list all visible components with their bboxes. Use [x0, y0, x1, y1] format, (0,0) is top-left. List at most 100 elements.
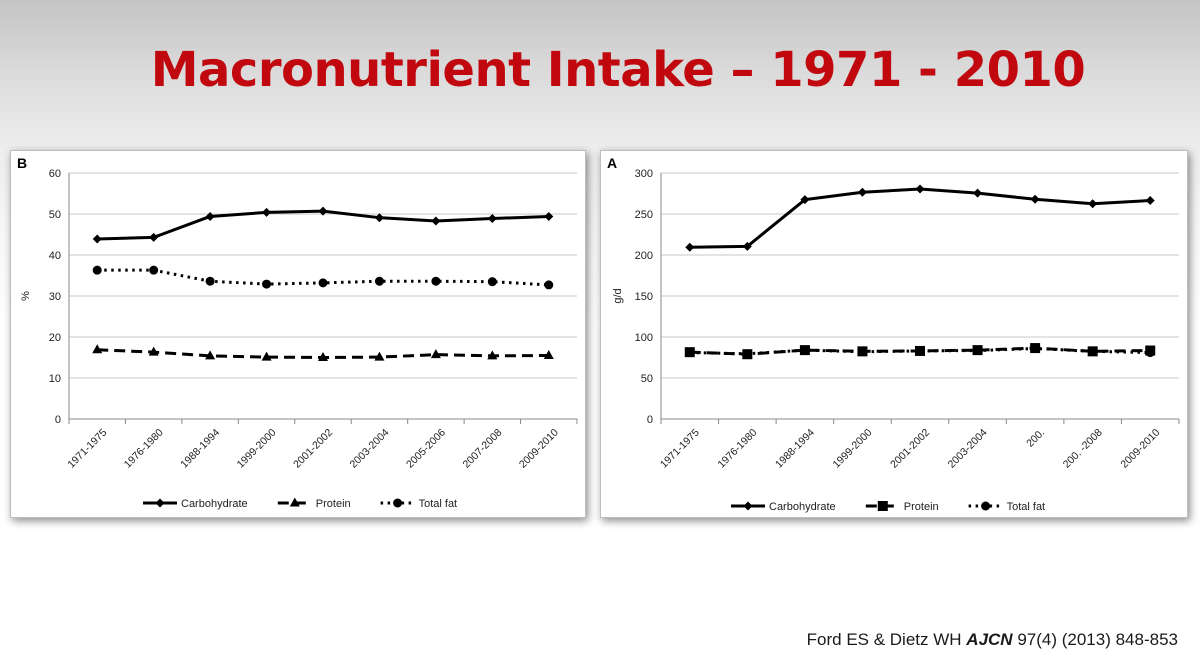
chart-a-x-tick-label: 200. — [1024, 427, 1047, 450]
chart-b-x-tick-label: 1988-1994 — [178, 427, 222, 471]
chart-b-point-total-fat — [544, 280, 554, 290]
chart-b-y-tick-label: 30 — [49, 291, 61, 303]
chart-b-point-total-fat — [262, 279, 272, 289]
citation-authors: Ford ES & Dietz WH — [806, 630, 962, 649]
chart-a-point-carbohydrate — [1088, 199, 1098, 209]
chart-b-x-tick-label: 2009-2010 — [517, 427, 561, 471]
chart-b-y-tick-label: 50 — [49, 209, 61, 221]
chart-a-legend-label-carbohydrate: Carbohydrate — [769, 501, 836, 513]
chart-a-svg: 0 50 100 150 200 250 300 g/d 1971-1975 1976-1980 1… — [612, 168, 1180, 513]
chart-a-point-carbohydrate — [973, 188, 983, 198]
chart-b-point-total-fat — [205, 276, 215, 286]
chart-a-point-carbohydrate — [685, 242, 695, 252]
chart-b-x-tick-label: 2007-2008 — [460, 427, 504, 471]
chart-a-x-tick-label: 200. -2008 — [1061, 427, 1105, 471]
chart-b-x-tick-label: 2001-2002 — [291, 427, 335, 471]
chart-b-point-carbohydrate — [544, 211, 554, 221]
chart-b-point-carbohydrate — [149, 232, 159, 242]
chart-b-point-total-fat — [92, 265, 102, 275]
chart-a-point-carbohydrate — [1145, 195, 1155, 205]
chart-b-point-total-fat — [318, 278, 328, 288]
chart-b-point-carbohydrate — [431, 216, 441, 226]
chart-b-legend-marker-total-fat — [393, 498, 403, 508]
chart-a-y-tick-label: 0 — [647, 414, 653, 426]
chart-b-point-carbohydrate — [262, 207, 272, 217]
chart-a-point-total-fat — [973, 346, 983, 356]
chart-a-y-tick-label: 300 — [635, 168, 653, 180]
chart-a-point-total-fat — [1145, 348, 1155, 358]
chart-b-legend-label-carbohydrate: Carbohydrate — [181, 498, 248, 510]
chart-b-point-carbohydrate — [487, 214, 497, 224]
chart-b-y-tick-label: 10 — [49, 373, 61, 385]
chart-b-legend-label-protein: Protein — [316, 498, 351, 510]
chart-b-x-tick-label: 1999-2000 — [235, 427, 279, 471]
chart-b-point-total-fat — [149, 265, 159, 275]
chart-b-x-tick-label: 2005-2006 — [404, 427, 448, 471]
chart-b-y-tick-label: 0 — [55, 414, 61, 426]
chart-panel-a: A 0 50 100 150 200 250 300 g/d 1971-1975 1976-198… — [600, 150, 1188, 518]
citation: Ford ES & Dietz WH AJCN 97(4) (2013) 848… — [807, 630, 1178, 650]
chart-a-y-tick-label: 150 — [635, 291, 653, 303]
chart-a-point-total-fat — [742, 349, 752, 359]
chart-a-legend-marker-total-fat — [981, 501, 991, 511]
chart-a-point-carbohydrate — [742, 241, 752, 251]
chart-b-legend-label-total-fat: Total fat — [419, 498, 458, 510]
chart-b-y-axis-label: % — [20, 291, 32, 301]
chart-b-point-protein — [430, 349, 441, 359]
chart-b-point-protein — [261, 351, 272, 361]
chart-b-point-carbohydrate — [318, 206, 328, 216]
chart-a-legend-label-protein: Protein — [904, 501, 939, 513]
chart-a-y-axis-label: g/d — [612, 288, 624, 303]
chart-b-point-protein — [92, 344, 103, 354]
chart-b-point-total-fat — [374, 276, 384, 286]
panel-label-b: B — [17, 155, 28, 171]
chart-b-point-total-fat — [431, 276, 441, 286]
chart-b-point-protein — [543, 349, 554, 359]
chart-a-x-tick-label: 1988-1994 — [773, 427, 817, 471]
chart-a-point-carbohydrate — [915, 184, 925, 194]
chart-b-point-protein — [318, 352, 328, 361]
slide-title: Macronutrient Intake – 1971 - 2010 — [150, 42, 1086, 98]
chart-b-point-carbohydrate — [205, 211, 215, 221]
chart-b-legend-marker-protein — [289, 497, 300, 507]
chart-a-point-total-fat — [915, 346, 925, 356]
chart-b-point-total-fat — [487, 277, 497, 287]
chart-a-legend-marker-carbohydrate — [743, 501, 753, 511]
chart-a-y-tick-label: 250 — [635, 209, 653, 221]
chart-b-point-carbohydrate — [374, 213, 384, 223]
chart-a-y-tick-label: 100 — [635, 332, 653, 344]
chart-b-point-carbohydrate — [92, 234, 102, 244]
chart-b-y-tick-label: 60 — [49, 168, 61, 180]
chart-a-x-tick-label: 1999-2000 — [831, 427, 875, 471]
chart-a-x-tick-label: 1971-1975 — [658, 427, 702, 471]
chart-a-point-total-fat — [685, 348, 695, 358]
panel-label-a: A — [607, 155, 618, 171]
chart-b-y-tick-label: 40 — [49, 250, 61, 262]
chart-b-legend-marker-carbohydrate — [155, 498, 165, 508]
chart-a-legend-label-total-fat: Total fat — [1007, 501, 1046, 513]
citation-details: 97(4) (2013) 848-853 — [1017, 630, 1178, 649]
chart-b-point-protein — [487, 350, 498, 360]
chart-b-x-tick-label: 2003-2004 — [348, 427, 392, 471]
chart-b-x-tick-label: 1971-1975 — [65, 427, 109, 471]
chart-b-point-protein — [205, 350, 216, 360]
chart-a-x-tick-label: 2009-2010 — [1118, 427, 1162, 471]
chart-a-point-total-fat — [1030, 343, 1040, 353]
chart-a-point-carbohydrate — [857, 187, 867, 197]
chart-b-x-tick-label: 1976-1980 — [122, 427, 166, 471]
chart-b-point-protein — [374, 351, 385, 361]
chart-a-point-carbohydrate — [800, 195, 810, 205]
chart-a-point-total-fat — [800, 345, 810, 355]
chart-b-point-protein — [148, 346, 159, 356]
chart-a-point-total-fat — [857, 347, 867, 357]
chart-b-svg: 0 10 20 30 40 50 60% 1971-1975 1976-1980 1988-199… — [20, 168, 578, 510]
chart-b-y-tick-label: 20 — [49, 332, 61, 344]
chart-a-legend-marker-protein — [877, 501, 888, 511]
chart-a-series-line-carbohydrate — [689, 187, 1151, 249]
chart-a-y-tick-label: 200 — [635, 250, 653, 262]
chart-a-x-tick-label: 2001-2002 — [888, 427, 932, 471]
chart-a-point-total-fat — [1088, 346, 1098, 356]
chart-a-x-tick-label: 1976-1980 — [715, 427, 759, 471]
citation-journal: AJCN — [966, 630, 1013, 649]
chart-panel-b: B 0 10 20 30 40 50 60% 1971-1975 1976-1980 1988-1… — [10, 150, 586, 518]
